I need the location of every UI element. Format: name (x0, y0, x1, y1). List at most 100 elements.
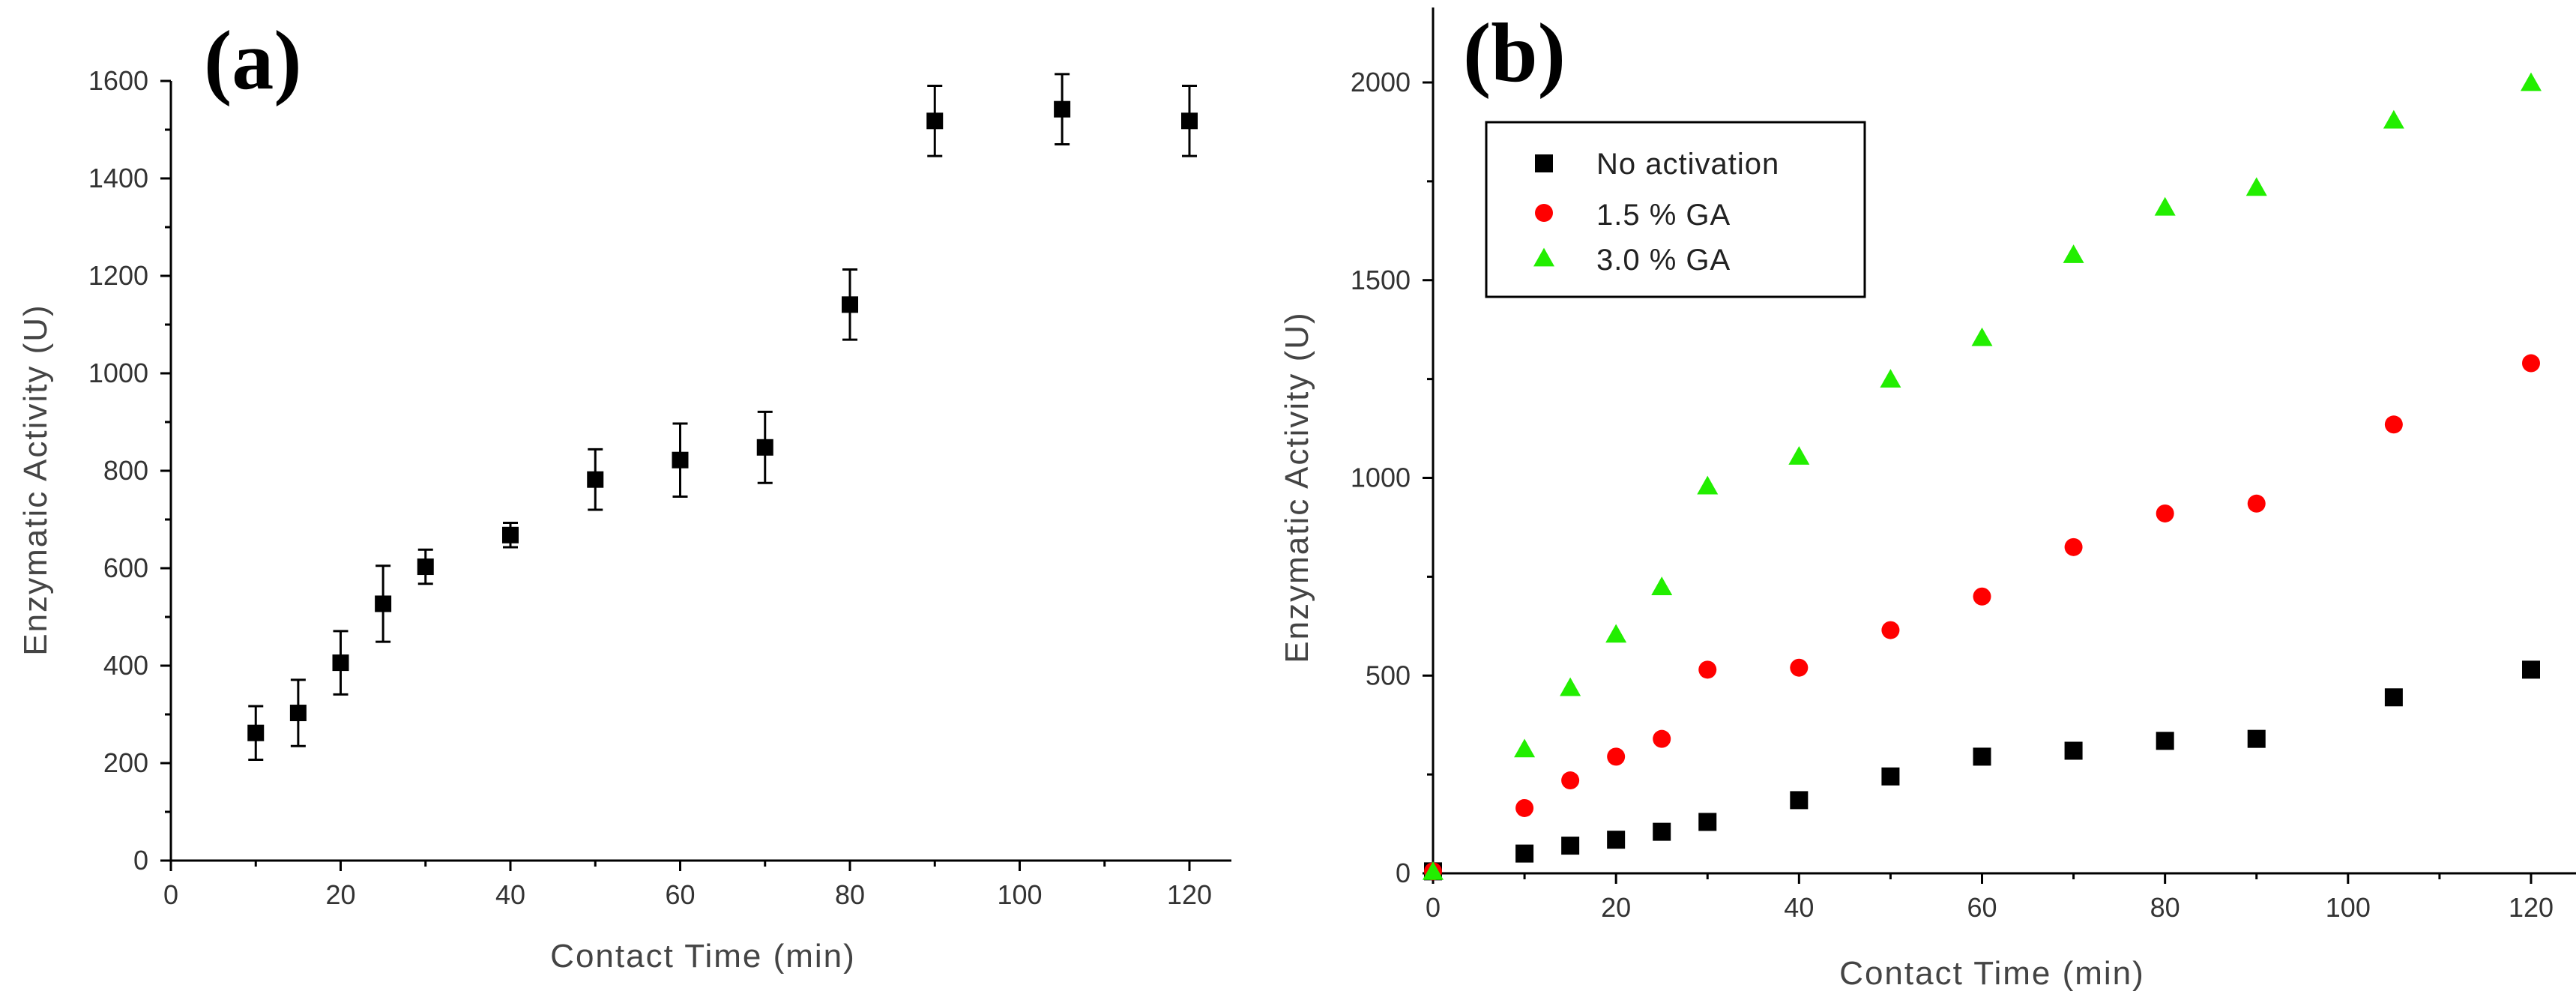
panel-b-data-points (1423, 72, 2542, 881)
panel-a-x-axis-title: Contact Time (min) (550, 938, 856, 975)
panel-a-x-tick-label: 80 (835, 879, 865, 910)
panel-a-point-enzymatic-activity (672, 451, 689, 469)
panel-b-point-no-activation (1790, 791, 1809, 810)
panel-b-point-1-5-ga (2522, 354, 2540, 373)
panel-b-point-no-activation (1607, 831, 1626, 849)
panel-b-x-axis-title: Contact Time (min) (1839, 955, 2145, 992)
panel-b-x-tick-label: 20 (1601, 892, 1631, 923)
panel-b-chart: (b) 0 20 40 60 80 100 120 0 500 1000 1500 2000 Cont… (1279, 7, 2576, 992)
panel-a-x-tick-label: 120 (1167, 879, 1212, 910)
panel-b-point-no-activation (2156, 732, 2174, 750)
panel-b-point-no-activation (2064, 741, 2083, 760)
legend-label-1-5-ga: 1.5 % GA (1596, 199, 1731, 232)
panel-b-point-1-5-ga (1973, 587, 1991, 606)
panel-b-point-1-5-ga (1790, 658, 1809, 677)
legend-marker-3-0-ga (1533, 247, 1554, 267)
panel-b-y-tick-label: 1500 (1351, 265, 1411, 295)
panel-b-y-axis-title: Enzymatic Activity (U) (1279, 311, 1315, 663)
panel-b-y-tick-label: 500 (1366, 660, 1411, 690)
panel-a-x-tick-label: 40 (495, 879, 525, 910)
legend-label-no-activation: No activation (1596, 148, 1779, 181)
panel-a-label: (a) (204, 14, 302, 107)
panel-a-y-tick-label: 1000 (88, 358, 148, 388)
panel-a-point-enzymatic-activity (247, 724, 265, 741)
panel-b-point-no-activation (1973, 747, 1991, 766)
panel-b-point-3-0-ga (2063, 244, 2084, 263)
panel-a-point-enzymatic-activity (756, 439, 773, 456)
panel-a-point-enzymatic-activity (842, 296, 858, 313)
panel-b-x-tick-label: 40 (1784, 892, 1814, 923)
panel-b-point-3-0-ga (1423, 861, 1444, 880)
panel-b-point-no-activation (1561, 837, 1580, 855)
panel-a-y-tick-label: 200 (103, 747, 148, 778)
panel-b-point-3-0-ga (1697, 475, 1719, 495)
panel-b-point-3-0-ga (1788, 446, 1810, 465)
panel-a-point-enzymatic-activity (587, 471, 604, 488)
legend-marker-no-activation (1535, 154, 1553, 172)
panel-a-x-tick-label: 20 (325, 879, 355, 910)
panel-b-point-1-5-ga (2384, 415, 2403, 434)
panel-a-y-tick-label: 400 (103, 650, 148, 681)
panel-a-point-enzymatic-activity (289, 705, 307, 722)
panel-a-y-tick-label: 1200 (88, 260, 148, 291)
panel-b-legend: No activation 1.5 % GA 3.0 % GA (1485, 121, 1866, 298)
panel-b-point-1-5-ga (1698, 660, 1717, 679)
panel-a-y-tick-label: 0 (133, 845, 148, 876)
panel-b-point-3-0-ga (1514, 738, 1536, 758)
panel-b-point-no-activation (2384, 688, 2403, 707)
panel-b-x-tick-label: 120 (2509, 892, 2554, 923)
panel-b-point-1-5-ga (2064, 537, 2083, 556)
panel-b-point-3-0-ga (1605, 624, 1627, 643)
panel-a-point-enzymatic-activity (417, 558, 434, 576)
panel-b-x-tick-label: 0 (1426, 892, 1441, 923)
panel-b-point-1-5-ga (1881, 621, 1900, 639)
panel-b-label: (b) (1463, 7, 1566, 100)
panel-b-point-no-activation (1515, 844, 1534, 863)
panel-b-point-1-5-ga (1515, 798, 1534, 817)
panel-b-point-no-activation (1653, 822, 1671, 841)
panel-a-point-enzymatic-activity (1181, 112, 1198, 130)
panel-b-point-3-0-ga (1651, 576, 1673, 595)
panel-b-point-1-5-ga (1607, 747, 1626, 766)
panel-a-y-tick-label: 600 (103, 552, 148, 583)
panel-b-point-no-activation (1698, 813, 1717, 831)
panel-a-x-tick-label: 0 (163, 879, 178, 910)
panel-b-point-1-5-ga (2247, 494, 2266, 513)
panel-b-point-no-activation (1881, 767, 1900, 786)
panel-a-y-axis-title: Enzymatic Activity (U) (17, 304, 54, 655)
panel-b-point-no-activation (2522, 660, 2540, 679)
panel-b-point-3-0-ga (1880, 369, 1901, 388)
panel-a-y-tick-label: 800 (103, 455, 148, 486)
panel-b-point-3-0-ga (2383, 109, 2404, 129)
panel-b-point-3-0-ga (2521, 72, 2542, 91)
panel-a-data-points (247, 73, 1198, 761)
panel-b-point-1-5-ga (1653, 729, 1671, 748)
panel-a-ticks: 0 20 40 60 80 100 1200200400600800100012001400… (88, 65, 1212, 910)
panel-a-chart: (a) 0 20 40 60 80 100 120020040060080010001200… (17, 14, 1231, 975)
panel-b-point-no-activation (2247, 729, 2266, 748)
panel-a-point-enzymatic-activity (375, 595, 392, 612)
panel-b-y-tick-label: 2000 (1351, 67, 1411, 97)
panel-b-ticks: 0 20 40 60 80 100 120 0 500 1000 1500 2000 (1351, 67, 2554, 923)
panel-b-y-tick-label: 0 (1396, 858, 1411, 888)
panel-b-point-3-0-ga (1971, 327, 1993, 346)
panel-b-x-tick-label: 60 (1967, 892, 1997, 923)
legend-label-3-0-ga: 3.0 % GA (1596, 244, 1731, 277)
panel-a-point-enzymatic-activity (1054, 100, 1071, 118)
panel-b-point-1-5-ga (1561, 771, 1580, 790)
panel-b-point-3-0-ga (1560, 677, 1581, 696)
panel-a-point-enzymatic-activity (332, 654, 349, 672)
panel-b-point-1-5-ga (2156, 504, 2174, 522)
panel-b-x-tick-label: 100 (2326, 892, 2371, 923)
panel-b-point-3-0-ga (2154, 196, 2176, 216)
panel-a-y-tick-label: 1400 (88, 163, 148, 193)
panel-b-y-tick-label: 1000 (1351, 463, 1411, 493)
panel-a-point-enzymatic-activity (926, 112, 944, 130)
panel-a-point-enzymatic-activity (502, 526, 519, 543)
panel-b-x-tick-label: 80 (2150, 892, 2180, 923)
panel-a-x-tick-label: 100 (997, 879, 1042, 910)
panel-a-x-tick-label: 60 (665, 879, 695, 910)
panel-a-y-tick-label: 1600 (88, 65, 148, 96)
legend-marker-1-5-ga (1535, 204, 1553, 222)
